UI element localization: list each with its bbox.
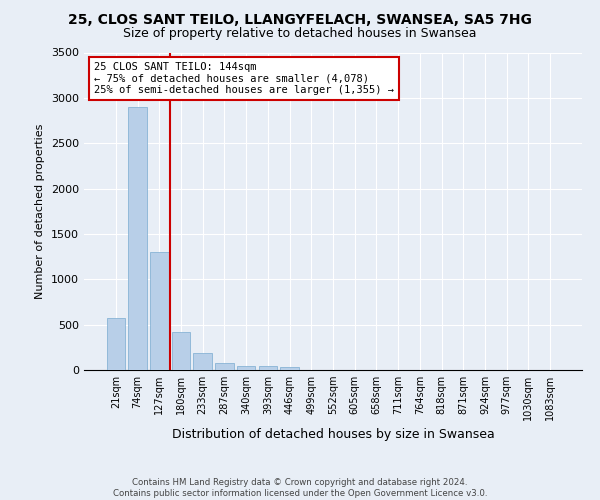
Bar	[107, 318, 125, 370]
Bar	[172, 332, 190, 370]
Bar	[128, 107, 147, 370]
Text: Size of property relative to detached houses in Swansea: Size of property relative to detached ho…	[123, 28, 477, 40]
Text: 25, CLOS SANT TEILO, LLANGYFELACH, SWANSEA, SA5 7HG: 25, CLOS SANT TEILO, LLANGYFELACH, SWANS…	[68, 12, 532, 26]
Bar	[237, 366, 256, 370]
X-axis label: Distribution of detached houses by size in Swansea: Distribution of detached houses by size …	[172, 428, 494, 442]
Text: 25 CLOS SANT TEILO: 144sqm
← 75% of detached houses are smaller (4,078)
25% of s: 25 CLOS SANT TEILO: 144sqm ← 75% of deta…	[94, 62, 394, 95]
Bar	[193, 353, 212, 370]
Text: Contains HM Land Registry data © Crown copyright and database right 2024.
Contai: Contains HM Land Registry data © Crown c…	[113, 478, 487, 498]
Bar	[280, 367, 299, 370]
Bar	[215, 362, 233, 370]
Bar	[150, 252, 169, 370]
Bar	[259, 366, 277, 370]
Y-axis label: Number of detached properties: Number of detached properties	[35, 124, 46, 299]
